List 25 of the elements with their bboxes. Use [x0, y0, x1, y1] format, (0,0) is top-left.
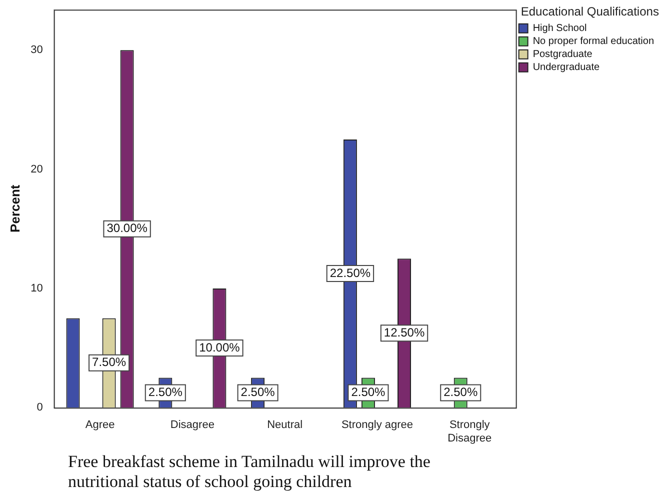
data-label: 30.00% — [106, 221, 148, 236]
x-tick-label: Strongly Disagree — [448, 419, 492, 444]
data-label: 10.00% — [199, 340, 240, 354]
data-label: 2.50% — [444, 385, 478, 400]
x-tick-label: Neutral — [267, 419, 303, 432]
data-label: 2.50% — [240, 385, 276, 400]
data-label: 2.50% — [351, 385, 386, 400]
y-tick-label: 20 — [30, 163, 43, 176]
y-tick-label: 10 — [30, 282, 43, 294]
data-label: 12.50% — [384, 325, 425, 340]
legend-title: Educational Qualifications — [520, 4, 659, 18]
y-axis-title: Percent — [7, 184, 22, 232]
legend-label: No proper formal education — [532, 36, 654, 48]
x-tick-label: Strongly agree — [341, 419, 413, 432]
y-tick-label: 30 — [30, 44, 43, 56]
data-label: 7.50% — [92, 355, 126, 370]
legend-label: Postgraduate — [532, 49, 593, 60]
y-tick-label: 0 — [36, 402, 43, 414]
legend-label: High School — [532, 23, 587, 34]
data-label: 2.50% — [148, 385, 183, 400]
x-tick-label: Agree — [85, 419, 115, 432]
legend-label: Undergraduate — [532, 62, 600, 74]
data-label: 22.50% — [330, 266, 371, 280]
x-tick-label: Disagree — [170, 419, 214, 432]
x-axis-title: Free breakfast scheme in Tamilnadu will improve the nutritional status of school going children — [68, 452, 432, 492]
